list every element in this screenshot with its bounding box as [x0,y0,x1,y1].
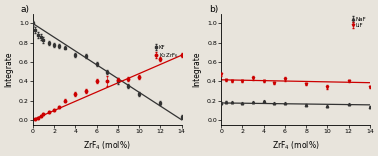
Text: b): b) [209,5,218,14]
Y-axis label: Integrate: Integrate [4,51,13,87]
Y-axis label: Integrate: Integrate [192,51,201,87]
Text: a): a) [21,5,30,14]
X-axis label: ZrF$_4$ (mol%): ZrF$_4$ (mol%) [83,139,131,152]
Legend: NaF, LiF: NaF, LiF [351,17,367,29]
X-axis label: ZrF$_4$ (mol%): ZrF$_4$ (mol%) [272,139,319,152]
Legend: KF, K$_2$ZrF$_6$: KF, K$_2$ZrF$_6$ [153,45,179,61]
